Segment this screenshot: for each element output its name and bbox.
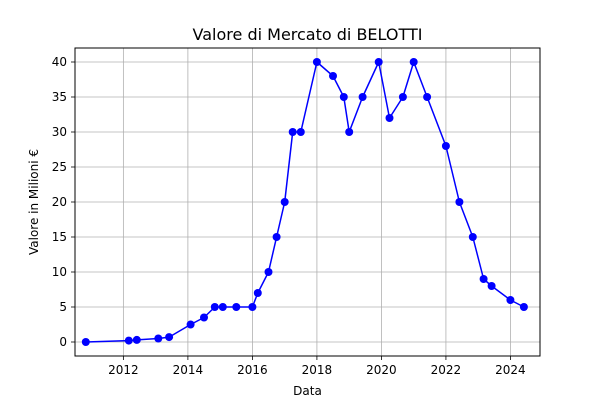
data-point bbox=[506, 296, 515, 304]
data-point bbox=[479, 275, 488, 283]
x-tick-label: 2018 bbox=[302, 363, 333, 377]
grid-lines bbox=[75, 48, 540, 356]
data-point bbox=[232, 303, 241, 311]
data-point bbox=[441, 142, 450, 150]
data-point bbox=[329, 72, 337, 80]
data-point bbox=[409, 58, 418, 66]
y-tick-label: 15 bbox=[52, 230, 67, 244]
series-line bbox=[85, 61, 525, 343]
y-tick-label: 40 bbox=[52, 55, 67, 69]
data-point bbox=[455, 198, 464, 206]
data-point bbox=[280, 198, 289, 206]
chart-title: Valore di Mercato di BELOTTI bbox=[193, 25, 423, 44]
x-tick-label: 2024 bbox=[495, 363, 526, 377]
data-point bbox=[218, 303, 227, 311]
y-tick-label: 35 bbox=[52, 90, 67, 104]
data-point bbox=[339, 93, 348, 101]
x-axis-label: Data bbox=[293, 384, 322, 398]
y-tick-label: 25 bbox=[52, 160, 67, 174]
data-point bbox=[210, 303, 219, 311]
data-point bbox=[132, 335, 141, 344]
data-point bbox=[345, 128, 354, 136]
x-tick-label: 2022 bbox=[431, 363, 462, 377]
y-axis-label: Valore in Milioni € bbox=[27, 149, 41, 255]
x-tick-label: 2020 bbox=[366, 363, 397, 377]
data-point bbox=[288, 128, 297, 136]
series-belotti bbox=[81, 58, 528, 346]
y-tick-label: 0 bbox=[59, 335, 67, 349]
data-point bbox=[468, 233, 477, 241]
data-point bbox=[358, 93, 367, 101]
data-point bbox=[81, 338, 90, 346]
data-point bbox=[423, 93, 432, 101]
data-point bbox=[272, 233, 281, 241]
data-point bbox=[248, 303, 257, 311]
data-point bbox=[487, 282, 496, 290]
y-tick-label: 20 bbox=[52, 195, 67, 209]
y-tick-label: 30 bbox=[52, 125, 67, 139]
x-tick-label: 2012 bbox=[108, 363, 139, 377]
y-tick-label: 5 bbox=[59, 300, 67, 314]
data-point bbox=[519, 303, 528, 311]
data-point bbox=[253, 289, 262, 297]
x-tick-label: 2014 bbox=[173, 363, 204, 377]
data-point bbox=[165, 333, 174, 342]
data-point bbox=[385, 114, 394, 122]
data-point bbox=[264, 268, 273, 276]
y-tick-label: 10 bbox=[52, 265, 67, 279]
data-point bbox=[374, 58, 383, 66]
data-point bbox=[296, 128, 305, 136]
data-point bbox=[186, 320, 195, 329]
data-point bbox=[312, 58, 321, 66]
data-point bbox=[200, 313, 208, 322]
data-point bbox=[124, 336, 133, 345]
axis-ticks: 2012 2014 2016 2018 2020 2022 2024 0 5 10 15 20 25 30… bbox=[52, 55, 526, 377]
data-point bbox=[154, 334, 163, 343]
x-tick-label: 2016 bbox=[237, 363, 268, 377]
data-point bbox=[398, 93, 407, 101]
